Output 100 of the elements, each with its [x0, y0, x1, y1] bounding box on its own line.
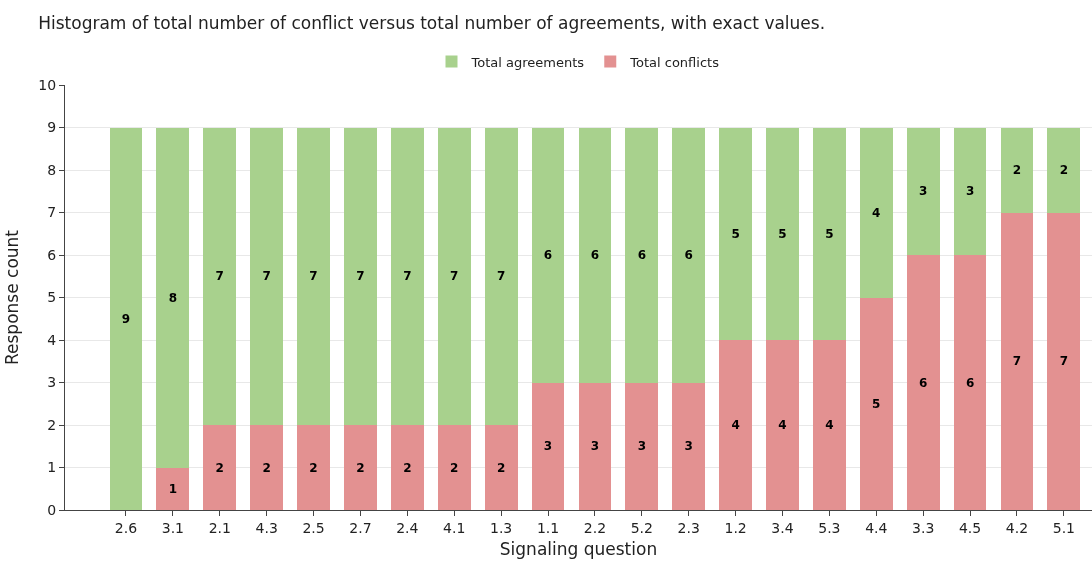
bar [1047, 127, 1081, 213]
data-label: 8 [168, 290, 178, 305]
bar [1047, 212, 1081, 510]
data-label: 7 [262, 269, 271, 284]
x-tick-label: 4.2 [1005, 519, 1029, 536]
data-label: 2 [356, 460, 365, 475]
bar [344, 425, 377, 510]
bar [203, 425, 237, 510]
x-tick-label: 1.2 [724, 519, 747, 536]
bar [1000, 212, 1034, 510]
data-label: 1 [168, 481, 178, 496]
bar [953, 127, 987, 255]
y-tick-label: 8 [47, 161, 57, 178]
data-label: 6 [637, 248, 646, 262]
y-tick-label: 2 [47, 416, 57, 433]
bar [156, 467, 190, 510]
x-tick-label: 2.2 [583, 519, 607, 536]
bar [484, 127, 518, 425]
x-tick-label: 2.3 [677, 519, 700, 536]
bar [906, 255, 940, 510]
y-tick-label: 9 [47, 119, 57, 136]
x-axis-title: Signaling question [499, 539, 658, 560]
legend-label: Total conflicts [629, 54, 720, 70]
y-tick-label: 4 [47, 331, 57, 348]
data-label: 3 [965, 184, 975, 199]
data-label: 2 [215, 460, 224, 475]
data-label: 7 [356, 269, 365, 284]
bar [437, 127, 471, 425]
bar [156, 127, 190, 468]
bar [859, 127, 893, 298]
y-tick-label: 7 [47, 204, 57, 221]
x-tick-label: 5.3 [818, 519, 841, 536]
bar [766, 127, 799, 340]
data-label: 4 [731, 418, 740, 432]
bar [390, 127, 424, 425]
bar [531, 127, 565, 383]
x-tick-label: 3.1 [161, 519, 184, 536]
x-tick-label: 3.3 [912, 519, 935, 536]
x-tick-label: 2.6 [114, 519, 138, 536]
data-label: 2 [496, 460, 506, 475]
y-tick-label: 3 [47, 374, 57, 391]
data-label: 2 [450, 460, 459, 475]
chart-title: Histogram of total number of conflict versus total number of agreements, with exact values. [38, 13, 826, 33]
data-label: 7 [309, 269, 318, 284]
data-label: 7 [496, 269, 506, 284]
x-tick-label: 2.1 [208, 519, 231, 536]
data-label: 3 [543, 439, 553, 454]
y-tick-label: 5 [47, 289, 57, 306]
data-label: 6 [543, 248, 553, 262]
bar [625, 127, 659, 383]
bar [203, 127, 237, 425]
bar [719, 340, 753, 510]
x-tick-label: 5.1 [1052, 519, 1075, 536]
bar [812, 127, 846, 340]
data-label: 3 [684, 439, 693, 454]
data-label: 7 [403, 269, 412, 284]
data-label: 3 [637, 439, 646, 454]
data-label: 2 [1059, 163, 1069, 177]
bar [672, 382, 706, 510]
data-label: 6 [919, 375, 928, 390]
bar [859, 297, 893, 510]
data-label: 5 [872, 396, 881, 411]
x-tick-label: 2.7 [349, 519, 372, 536]
bar [484, 425, 518, 510]
data-label: 4 [778, 418, 787, 432]
x-tick-label: 5.2 [630, 519, 653, 536]
x-tick-label: 4.5 [958, 519, 982, 536]
data-label: 7 [1012, 354, 1022, 369]
y-tick-label: 6 [47, 246, 57, 263]
bar [297, 127, 330, 425]
data-label: 4 [872, 205, 881, 220]
bar [719, 127, 753, 340]
bar [250, 425, 284, 510]
data-label: 7 [1059, 354, 1069, 369]
data-label: 6 [684, 248, 693, 262]
bar [1000, 127, 1034, 213]
y-tick-label: 1 [47, 459, 57, 476]
x-tick-label: 3.4 [771, 519, 794, 536]
data-label: 2 [262, 460, 271, 475]
data-label: 5 [731, 226, 740, 241]
bar [578, 382, 612, 510]
data-label: 2 [309, 460, 318, 475]
x-tick-label: 2.4 [396, 519, 419, 536]
x-tick-label: 4.1 [443, 519, 466, 536]
bar [625, 382, 659, 510]
data-label: 5 [825, 226, 834, 241]
y-tick-label: 0 [47, 501, 57, 518]
x-tick-label: 4.4 [865, 519, 888, 536]
data-label: 9 [121, 311, 131, 326]
bar [766, 340, 799, 510]
data-label: 4 [825, 418, 834, 432]
bar [250, 127, 284, 425]
data-label: 3 [919, 184, 928, 199]
bar [953, 255, 987, 510]
bar [344, 127, 377, 425]
data-label: 7 [215, 269, 224, 284]
bar [297, 425, 330, 510]
bar [906, 127, 940, 255]
x-tick-label: 2.5 [302, 519, 325, 536]
data-label: 6 [965, 375, 975, 390]
